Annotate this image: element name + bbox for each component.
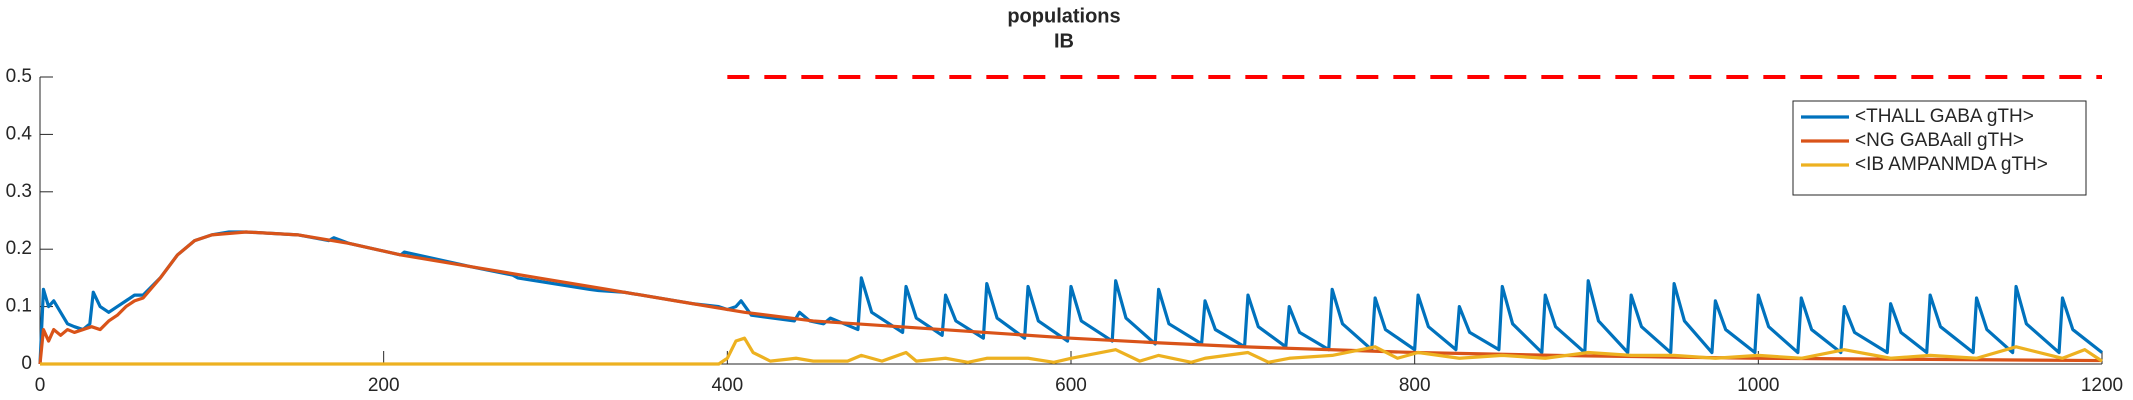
legend-label: <IB AMPANMDA gTH>	[1855, 154, 2048, 175]
series-line	[40, 336, 2103, 366]
x-tick-label: 1200	[2081, 375, 2123, 396]
x-tick-label: 600	[1055, 375, 1087, 396]
legend-label: <THALL GABA gTH>	[1855, 106, 2034, 127]
x-tick-label: 200	[368, 375, 400, 396]
y-tick-label: 0.4	[6, 123, 33, 144]
x-tick-label: 800	[1399, 375, 1431, 396]
y-tick-label: 0.5	[6, 66, 32, 87]
chart-subtitle: IB	[1054, 30, 1074, 52]
y-tick-label: 0.2	[6, 238, 32, 259]
x-tick-label: 1000	[1737, 375, 1779, 396]
legend-label: <NG GABAall gTH>	[1855, 130, 2024, 151]
chart-title: populations	[1007, 5, 1120, 27]
series-line	[38, 230, 2103, 365]
y-tick-label: 0.3	[6, 181, 32, 202]
x-tick-label: 0	[35, 375, 46, 396]
series-line	[38, 230, 2103, 365]
y-tick-label: 0	[21, 353, 32, 374]
x-tick-label: 400	[711, 375, 743, 396]
y-tick-label: 0.1	[6, 296, 32, 317]
